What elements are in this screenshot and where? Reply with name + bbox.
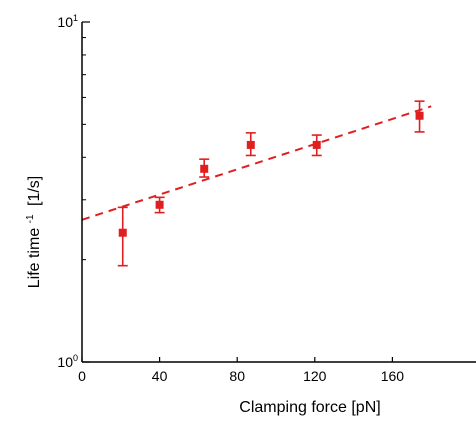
data-point	[200, 164, 209, 173]
x-axis-label: Clamping force [pN]	[239, 399, 380, 416]
x-tick-label: 40	[152, 368, 168, 384]
y-tick-label-exponent: 0	[73, 353, 78, 363]
y-axis-label-main: Life time	[26, 228, 43, 289]
data-point	[246, 140, 255, 149]
y-tick-label-base: 10	[57, 354, 73, 370]
y-tick-label: 101	[57, 13, 78, 30]
x-tick-layer: 0 40 80 120 160	[78, 357, 404, 384]
data-layer	[117, 100, 425, 267]
y-axis-label-exp: -1	[25, 214, 36, 223]
y-tick-label-base: 10	[57, 14, 73, 30]
data-point	[415, 111, 424, 120]
fit-layer	[81, 105, 432, 221]
x-tick-label: 0	[78, 368, 86, 384]
y-tick-label: 100	[57, 353, 78, 370]
y-tick-label-exponent: 1	[73, 13, 78, 23]
x-tick-label: 160	[381, 368, 405, 384]
axis-layer	[81, 22, 476, 363]
x-tick-label: 80	[229, 368, 245, 384]
data-point	[155, 200, 164, 209]
y-axis-label: Life time -1 [1/s]	[20, 176, 43, 289]
x-tick-label: 120	[303, 368, 327, 384]
data-point	[118, 228, 127, 237]
y-axis-label-unit: [1/s]	[26, 176, 43, 206]
data-point	[312, 140, 321, 149]
fit-line	[81, 105, 432, 221]
